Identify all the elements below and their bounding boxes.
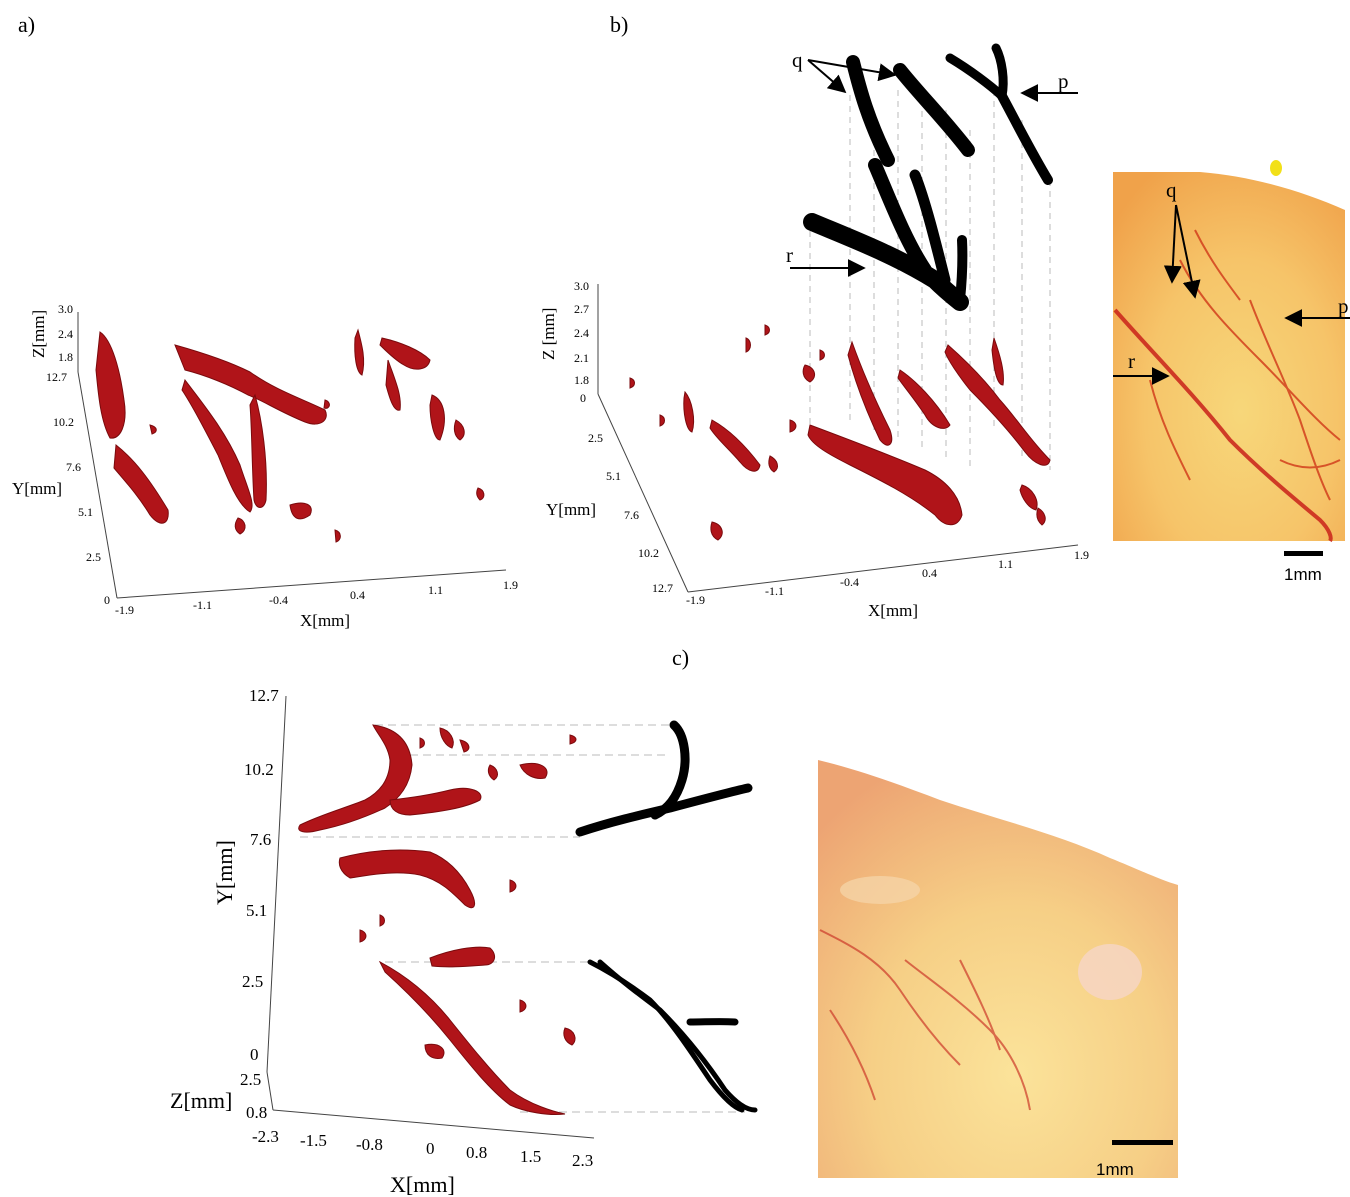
photo-b-annotation-q: q (1166, 178, 1177, 202)
panel-b-ztick: 1.8 (574, 373, 589, 387)
panel-b: b) 3.0 2.7 2.4 2.1 1.8 0 Z [mm] 2.5 5.1 … (539, 12, 1350, 620)
arrow-q-1 (807, 59, 847, 94)
photo-b-arrow-q-2 (1175, 204, 1201, 299)
panel-c-projection-lines (300, 724, 745, 1113)
panel-b-xtick: 1.1 (998, 557, 1013, 571)
photo-b-scale-label: 1mm (1284, 565, 1322, 584)
panel-b-xtick: 0.4 (922, 566, 937, 580)
panel-b-schematic (803, 43, 1053, 311)
panel-b-vessels (629, 324, 1051, 541)
panel-b-ztick: 2.1 (574, 351, 589, 365)
panel-c-ztick: 0.8 (246, 1103, 267, 1122)
panel-c: c) 12.7 10.2 7.6 5.1 2.5 0 Y[mm] 2.5 0.8… (170, 645, 1178, 1197)
photo-b-arrow-q-1 (1163, 204, 1182, 284)
panel-b-ytick: 7.6 (624, 508, 639, 522)
panel-a-ztick: 2.4 (58, 327, 73, 341)
panel-b-x-title: X[mm] (868, 601, 918, 620)
panel-b-label: b) (610, 12, 628, 37)
panel-a-ytick: 5.1 (78, 505, 93, 519)
panel-b-ytick: 5.1 (606, 469, 621, 483)
panel-c-xtick: -2.3 (252, 1127, 279, 1146)
panel-a-ytick: 7.6 (66, 460, 81, 474)
panel-b-photo: q p r 1mm (1113, 160, 1350, 584)
panel-b-axes (597, 284, 1079, 593)
annotation-q: q (792, 48, 803, 72)
photo-b-annotation-p: p (1338, 294, 1349, 318)
panel-b-xtick: 1.9 (1074, 548, 1089, 562)
photo-c-scale-label: 1mm (1096, 1160, 1134, 1179)
panel-c-xtick: 0.8 (466, 1143, 487, 1162)
panel-a-xtick: -1.9 (115, 603, 134, 617)
panel-a-xtick: 1.1 (428, 583, 443, 597)
photo-c-scale-bar (1112, 1140, 1173, 1145)
panel-b-xtick: -1.9 (686, 593, 705, 607)
panel-c-ytick: 2.5 (242, 972, 263, 991)
panel-a-z-title: Z[mm] (29, 310, 48, 358)
panel-c-label: c) (672, 645, 689, 670)
panel-b-ztick: 0 (580, 391, 586, 405)
panel-a: a) 3.0 2.4 1.8 Z[mm] 12.7 10.2 7.6 5.1 2… (12, 12, 518, 630)
panel-c-schematic (575, 720, 758, 1113)
panel-a-ytick: 12.7 (46, 370, 67, 384)
panel-a-ytick: 2.5 (86, 550, 101, 564)
photo-c-vessels (819, 929, 1031, 1111)
panel-a-xtick: 1.9 (503, 578, 518, 592)
panel-a-ztick: 1.8 (58, 350, 73, 364)
photo-b-scale-bar (1284, 551, 1323, 556)
panel-c-ytick: 0 (250, 1045, 259, 1064)
panel-b-ztick: 2.4 (574, 326, 589, 340)
panel-a-label: a) (18, 12, 35, 37)
panel-c-ytick: 5.1 (246, 901, 267, 920)
panel-c-ztick: 2.5 (240, 1070, 261, 1089)
panel-c-xtick: 2.3 (572, 1151, 593, 1170)
panel-b-ztick: 3.0 (574, 279, 589, 293)
panel-c-x-title: X[mm] (390, 1172, 455, 1197)
panel-b-y-title: Y[mm] (546, 500, 596, 519)
panel-b-ztick: 2.7 (574, 302, 589, 316)
panel-c-photo: 1mm (818, 760, 1178, 1179)
panel-a-xtick: -0.4 (269, 593, 288, 607)
annotation-r: r (786, 243, 793, 267)
panel-c-ytick: 12.7 (249, 686, 279, 705)
panel-a-vessels (95, 328, 485, 543)
panel-c-axes (266, 695, 595, 1139)
panel-a-xtick: 0.4 (350, 588, 365, 602)
panel-a-ztick: 3.0 (58, 302, 73, 316)
panel-c-xtick: 1.5 (520, 1147, 541, 1166)
panel-a-x-title: X[mm] (300, 611, 350, 630)
panel-b-projection-lines (809, 90, 1051, 470)
panel-b-xtick: -1.1 (765, 584, 784, 598)
panel-a-y-title: Y[mm] (12, 479, 62, 498)
panel-c-z-title: Z[mm] (170, 1088, 232, 1113)
arrow-q-2 (807, 59, 897, 82)
panel-a-xtick: -1.1 (193, 598, 212, 612)
panel-c-ytick: 10.2 (244, 760, 274, 779)
panel-c-y-title: Y[mm] (212, 840, 237, 905)
panel-a-axes (77, 312, 507, 599)
panel-b-ytick: 12.7 (652, 581, 673, 595)
panel-a-ytick: 0 (104, 593, 110, 607)
annotation-p: p (1058, 69, 1069, 93)
panel-c-vessels (298, 724, 577, 1115)
panel-b-ytick: 10.2 (638, 546, 659, 560)
panel-c-xtick: -1.5 (300, 1131, 327, 1150)
panel-b-ytick: 2.5 (588, 431, 603, 445)
panel-c-ytick: 7.6 (250, 830, 271, 849)
panel-b-z-title: Z [mm] (539, 308, 558, 360)
photo-b-annotation-r: r (1128, 349, 1135, 373)
panel-b-xtick: -0.4 (840, 575, 859, 589)
panel-a-ytick: 10.2 (53, 415, 74, 429)
panel-c-xtick: -0.8 (356, 1135, 383, 1154)
panel-c-xtick: 0 (426, 1139, 435, 1158)
